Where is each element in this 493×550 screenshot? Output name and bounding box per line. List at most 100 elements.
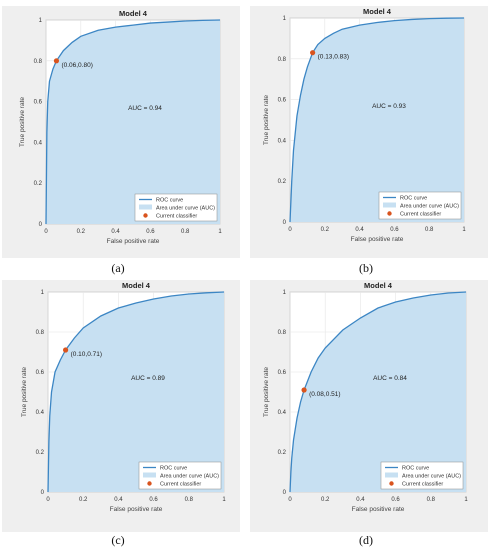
x-tick-label: 0 — [288, 497, 292, 503]
y-axis-label: True positive rate — [21, 367, 28, 417]
y-tick-label: 0.4 — [34, 140, 43, 146]
legend-point-swatch — [387, 211, 392, 216]
auc-area — [46, 20, 220, 224]
auc-area — [290, 18, 464, 222]
x-tick-label: 0.2 — [321, 497, 330, 503]
x-tick-label: 0.6 — [391, 497, 400, 503]
point-label: (0.08,0.51) — [309, 391, 340, 398]
legend-entry: ROC curve — [160, 466, 187, 472]
auc-label: AUC = 0.89 — [131, 375, 165, 382]
legend-area-swatch — [143, 472, 156, 478]
y-tick-label: 0.6 — [278, 370, 287, 376]
y-tick-label: 0 — [283, 490, 287, 496]
x-axis-label: False positive rate — [107, 238, 160, 245]
roc-chart: 00 0.2 0.2 0.4 0.4 0.6 0.6 0.8 0.8 1 1 (0.13,0.83) A… — [250, 6, 488, 258]
x-tick-label: 0 — [44, 229, 48, 235]
legend-entry: Area under curve (AUC) — [402, 474, 461, 480]
legend-entry: Current classifier — [156, 214, 197, 220]
auc-area — [290, 292, 466, 492]
x-tick-label: 0.4 — [111, 229, 120, 235]
x-axis-label: False positive rate — [352, 506, 405, 513]
y-axis-label: True positive rate — [263, 95, 270, 145]
roc-chart: 00 0.2 0.2 0.4 0.4 0.6 0.6 0.8 0.8 1 1 (0.06,0.80) A… — [2, 6, 240, 258]
x-tick-label: 0.8 — [425, 227, 434, 233]
y-tick-label: 0 — [283, 220, 287, 226]
current-classifier-point — [310, 50, 316, 56]
y-tick-label: 0.2 — [34, 181, 43, 187]
x-tick-label: 0 — [46, 497, 50, 503]
y-tick-label: 0.6 — [278, 98, 287, 104]
roc-curve — [289, 291, 467, 493]
roc-curve — [47, 291, 225, 493]
subfigure-label-d: (d) — [359, 533, 373, 547]
subfigure-label-b: (b) — [359, 261, 373, 275]
y-tick-label: 0 — [41, 490, 45, 496]
legend-entry: Area under curve (AUC) — [400, 204, 459, 210]
x-tick-label: 0.8 — [181, 229, 190, 235]
panel-c: 0 0 0.2 0.2 0.4 0.4 0.6 0.6 0.8 0.8 1 1 (0.10,0.71) A… — [2, 280, 240, 532]
point-label: (0.10,0.71) — [71, 351, 102, 358]
x-tick-label: 1 — [218, 229, 222, 235]
legend-point-swatch — [143, 213, 148, 218]
y-tick-label: 0.6 — [34, 100, 43, 106]
legend-entry: Current classifier — [402, 482, 443, 488]
y-tick-label: 0.8 — [278, 57, 287, 63]
x-tick-label: 0.2 — [77, 229, 86, 235]
legend-entry: Area under curve (AUC) — [160, 474, 219, 480]
x-tick-label: 0.6 — [149, 497, 158, 503]
y-tick-label: 0.8 — [278, 330, 287, 336]
x-tick-label: 0.6 — [146, 229, 155, 235]
chart-title: Model 4 — [363, 7, 392, 16]
legend-area-swatch — [383, 202, 396, 208]
chart-title: Model 4 — [364, 281, 393, 290]
x-tick-label: 0 — [288, 227, 292, 233]
y-tick-label: 0.6 — [36, 370, 45, 376]
current-classifier-point — [301, 387, 307, 393]
x-tick-label: 1 — [464, 497, 468, 503]
y-tick-label: 0.4 — [278, 410, 287, 416]
chart-title: Model 4 — [122, 281, 151, 290]
panel-b: 0 0 0.2 0.2 0.4 0.4 0.6 0.6 0.8 0.8 1 1 (0.13,0.83) A… — [250, 6, 488, 258]
subfigure-label-c: (c) — [111, 533, 125, 547]
roc-curve — [45, 19, 221, 225]
legend-area-swatch — [385, 472, 398, 478]
x-tick-label: 0.6 — [390, 227, 399, 233]
panel-a: 0 0 0.2 0.2 0.4 0.4 0.6 0.6 0.8 0.8 1 1 (0.06,0.80) A… — [2, 6, 240, 258]
x-tick-label: 0.2 — [321, 227, 330, 233]
y-tick-label: 1 — [283, 290, 287, 296]
legend-entry: Current classifier — [400, 212, 441, 218]
current-classifier-point — [63, 347, 69, 353]
current-classifier-point — [53, 58, 60, 64]
x-tick-label: 0.4 — [114, 497, 123, 503]
legend-entry: ROC curve — [400, 196, 427, 202]
y-axis-label: True positive rate — [263, 367, 270, 417]
y-tick-label: 1 — [41, 290, 45, 296]
x-tick-label: 0.8 — [427, 497, 436, 503]
roc-chart: 00 0.2 0.2 0.4 0.4 0.6 0.6 0.8 0.8 1 1 (0.10,0.71) A… — [2, 280, 240, 532]
legend-point-swatch — [147, 481, 152, 486]
legend-area-swatch — [139, 204, 152, 210]
point-label: (0.13,0.83) — [318, 54, 349, 61]
auc-area — [48, 292, 224, 492]
point-label: (0.06,0.80) — [61, 62, 92, 69]
chart-title: Model 4 — [119, 9, 148, 18]
y-tick-label: 0.2 — [36, 450, 45, 456]
y-tick-label: 1 — [283, 16, 287, 22]
auc-label: AUC = 0.94 — [128, 105, 162, 112]
x-tick-label: 1 — [222, 497, 226, 503]
y-tick-label: 0.8 — [34, 59, 43, 65]
y-axis-label: True positive rate — [19, 97, 26, 147]
legend-entry: ROC curve — [156, 198, 183, 204]
y-tick-label: 0.8 — [36, 330, 45, 336]
legend-entry: ROC curve — [402, 466, 429, 472]
y-tick-label: 0.4 — [278, 138, 287, 144]
y-tick-label: 0 — [39, 222, 43, 228]
x-tick-label: 0.2 — [79, 497, 88, 503]
y-tick-label: 0.2 — [278, 450, 287, 456]
legend-entry: Current classifier — [160, 482, 201, 488]
subfigure-label-a: (a) — [111, 261, 125, 275]
x-tick-label: 0.8 — [185, 497, 194, 503]
y-tick-label: 1 — [39, 18, 43, 24]
x-axis-label: False positive rate — [110, 506, 163, 513]
